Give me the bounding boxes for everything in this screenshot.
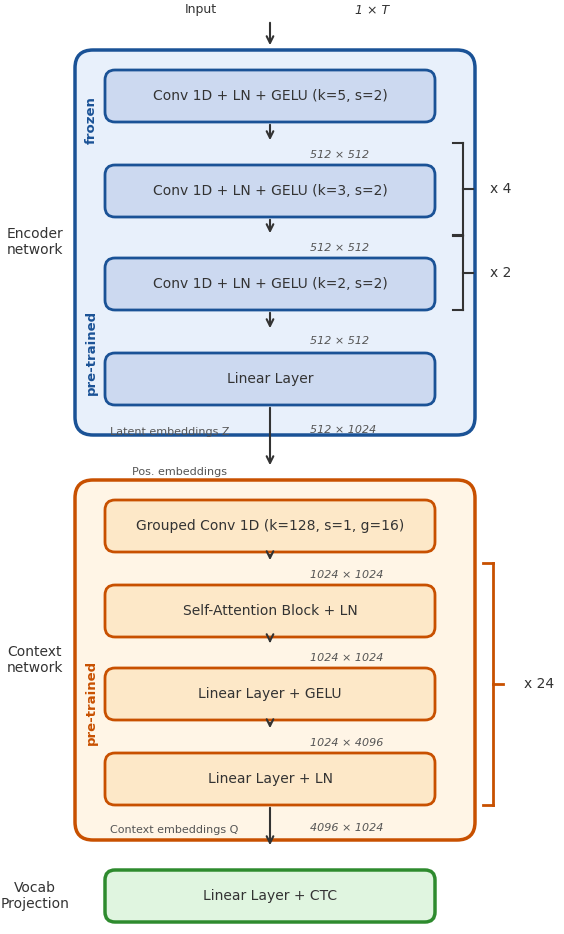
Text: 1024 × 1024: 1024 × 1024 <box>310 653 384 663</box>
Text: pre-trained: pre-trained <box>85 310 98 395</box>
FancyBboxPatch shape <box>75 50 475 435</box>
Text: x 24: x 24 <box>524 677 554 691</box>
FancyBboxPatch shape <box>105 753 435 805</box>
Text: frozen: frozen <box>85 96 98 144</box>
FancyBboxPatch shape <box>105 70 435 122</box>
Text: Pos. embeddings: Pos. embeddings <box>132 467 227 477</box>
Text: Context embeddings Q: Context embeddings Q <box>110 825 239 835</box>
FancyBboxPatch shape <box>105 870 435 922</box>
Text: Self-Attention Block + LN: Self-Attention Block + LN <box>183 604 358 618</box>
FancyBboxPatch shape <box>105 353 435 405</box>
Text: Encoder
network: Encoder network <box>7 227 63 257</box>
Text: x 2: x 2 <box>490 266 512 280</box>
Text: 512 × 512: 512 × 512 <box>310 150 369 160</box>
Text: Grouped Conv 1D (k=128, s=1, g=16): Grouped Conv 1D (k=128, s=1, g=16) <box>136 519 404 533</box>
Text: Vocab
Projection: Vocab Projection <box>1 881 69 911</box>
Text: Linear Layer: Linear Layer <box>227 372 313 386</box>
Text: Conv 1D + LN + GELU (k=2, s=2): Conv 1D + LN + GELU (k=2, s=2) <box>153 277 387 291</box>
Text: Linear Layer + GELU: Linear Layer + GELU <box>199 687 342 701</box>
Text: 1024 × 1024: 1024 × 1024 <box>310 570 384 580</box>
FancyBboxPatch shape <box>105 500 435 552</box>
Text: Linear Layer + LN: Linear Layer + LN <box>208 772 333 786</box>
Text: Linear Layer + CTC: Linear Layer + CTC <box>203 889 337 903</box>
Text: 512 × 1024: 512 × 1024 <box>310 425 376 435</box>
Text: Latent embeddings Z: Latent embeddings Z <box>110 427 230 437</box>
Text: Context
network: Context network <box>7 644 63 675</box>
Text: 4096 × 1024: 4096 × 1024 <box>310 823 384 833</box>
Text: 512 × 512: 512 × 512 <box>310 336 369 346</box>
Text: 1024 × 4096: 1024 × 4096 <box>310 738 384 748</box>
FancyBboxPatch shape <box>105 668 435 720</box>
Text: Conv 1D + LN + GELU (k=3, s=2): Conv 1D + LN + GELU (k=3, s=2) <box>153 184 387 198</box>
FancyBboxPatch shape <box>105 585 435 637</box>
Text: Conv 1D + LN + GELU (k=5, s=2): Conv 1D + LN + GELU (k=5, s=2) <box>153 89 387 103</box>
FancyBboxPatch shape <box>75 480 475 840</box>
FancyBboxPatch shape <box>105 258 435 310</box>
FancyBboxPatch shape <box>105 165 435 217</box>
Text: x 4: x 4 <box>490 182 512 196</box>
Text: Input: Input <box>185 4 217 17</box>
Text: 1 × T: 1 × T <box>355 4 389 17</box>
Text: pre-trained: pre-trained <box>85 660 98 745</box>
Text: 512 × 512: 512 × 512 <box>310 243 369 253</box>
